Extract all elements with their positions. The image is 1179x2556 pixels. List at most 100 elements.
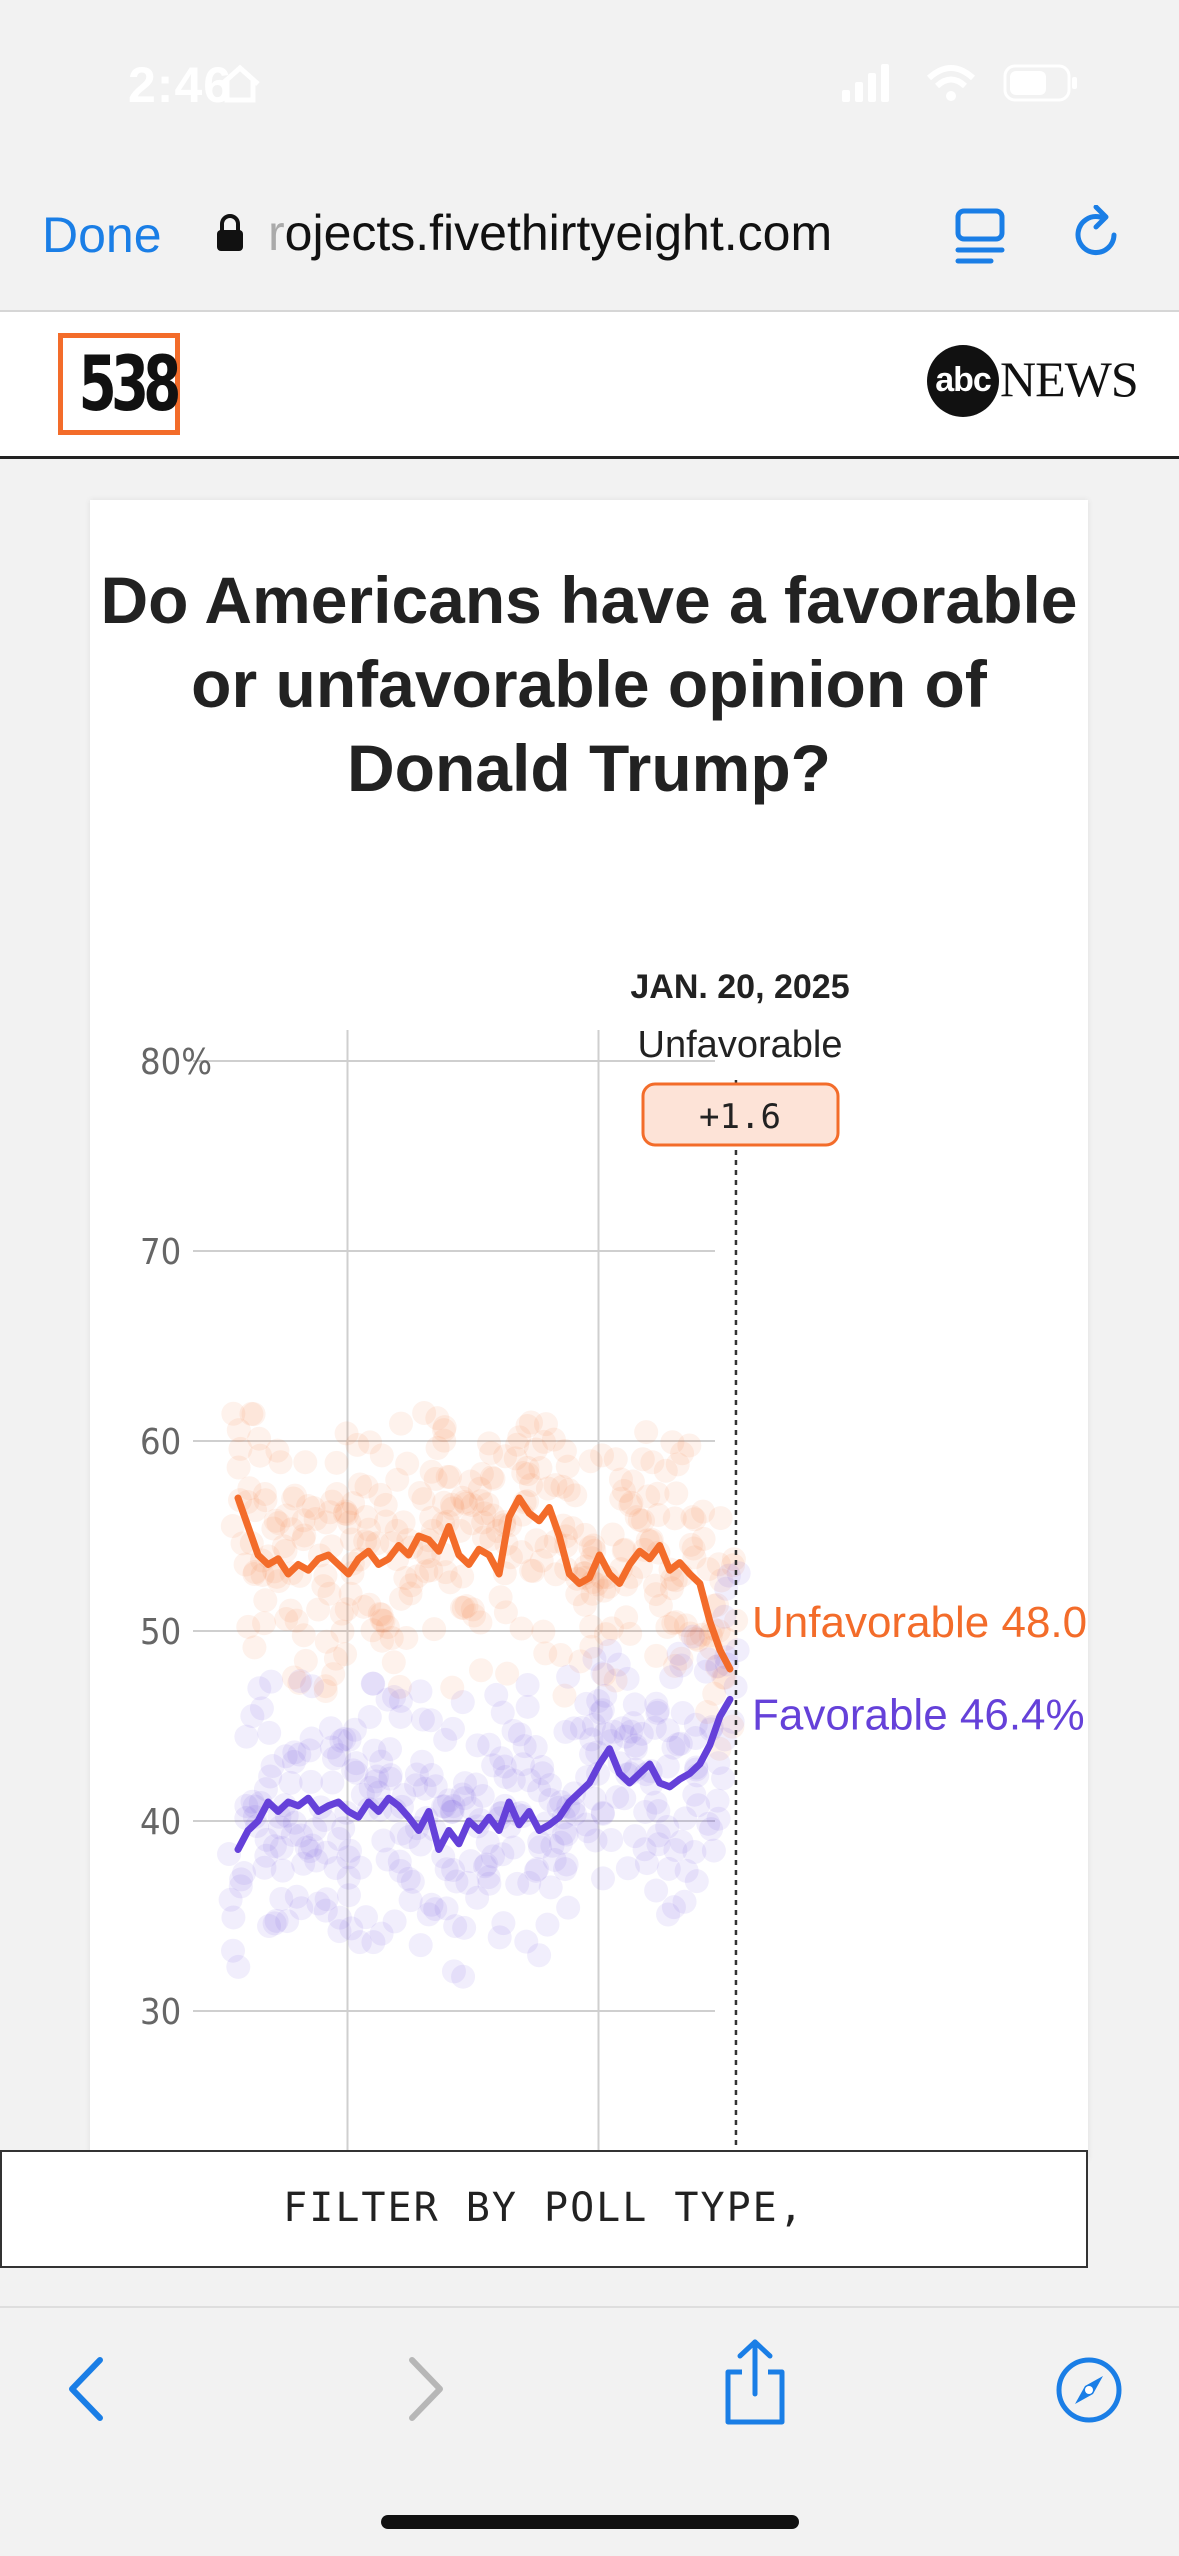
poll-dot: [619, 1719, 644, 1744]
reload-icon[interactable]: [1070, 205, 1126, 265]
poll-dot: [454, 1594, 479, 1619]
poll-dot: [221, 1905, 246, 1930]
share-icon[interactable]: [722, 2338, 788, 2426]
poll-dot: [624, 1505, 649, 1530]
poll-dot: [550, 1474, 575, 1499]
poll-dot: [467, 1476, 492, 1501]
poll-dot: [299, 1726, 324, 1751]
poll-dot: [552, 1438, 577, 1463]
logo-text: 538: [78, 339, 182, 428]
poll-dot: [275, 1909, 300, 1934]
poll-dot: [375, 1847, 400, 1872]
poll-dot: [368, 1482, 393, 1507]
poll-dot: [518, 1410, 543, 1435]
poll-dot: [540, 1833, 565, 1858]
poll-dot: [412, 1776, 437, 1801]
poll-dot: [431, 1794, 456, 1819]
poll-dot: [490, 1700, 515, 1725]
poll-dot: [369, 1921, 394, 1946]
poll-dot: [468, 1610, 493, 1635]
poll-dot: [543, 1473, 568, 1498]
poll-dot: [434, 1896, 459, 1921]
poll-dot: [318, 1500, 343, 1525]
poll-dot: [313, 1563, 338, 1588]
poll-dot: [661, 1611, 686, 1636]
poll-dot: [450, 1782, 475, 1807]
poll-dot: [632, 1837, 657, 1862]
poll-dot: [454, 1491, 479, 1516]
poll-dot: [236, 1614, 261, 1639]
poll-dot: [266, 1511, 291, 1536]
url-faded-char: r: [268, 205, 285, 261]
poll-dots-unfavorable: [220, 1400, 749, 1761]
poll-dot: [271, 1534, 296, 1559]
compass-icon[interactable]: [1055, 2356, 1123, 2424]
poll-dot: [672, 1889, 697, 1914]
poll-dot: [263, 1508, 288, 1533]
poll-dot: [679, 1532, 704, 1557]
poll-dot: [648, 1593, 673, 1618]
poll-dot: [331, 1816, 356, 1841]
poll-dot: [257, 1720, 282, 1745]
url-text[interactable]: rojects.fivethirtyeight.com: [268, 204, 832, 262]
y-tick-label: 80%: [140, 1042, 212, 1083]
done-button[interactable]: Done: [42, 207, 162, 263]
poll-dot: [599, 1827, 624, 1852]
poll-dot: [438, 1570, 463, 1595]
poll-dot: [642, 1715, 667, 1740]
poll-dot: [630, 1447, 655, 1472]
back-icon[interactable]: [66, 2356, 106, 2422]
wifi-icon: [926, 65, 976, 101]
poll-dot: [512, 1734, 537, 1759]
poll-dot: [666, 1641, 691, 1666]
poll-dot: [598, 1638, 623, 1663]
poll-dot: [254, 1827, 279, 1852]
poll-dot: [579, 1614, 604, 1639]
forward-icon[interactable]: [406, 2356, 446, 2422]
poll-dot: [335, 1502, 360, 1527]
poll-dot: [725, 1638, 750, 1663]
filter-bar[interactable]: FILTER BY POLL TYPE,: [0, 2150, 1088, 2268]
poll-dot: [503, 1446, 528, 1471]
poll-dot: [419, 1459, 444, 1484]
poll-dot: [465, 1733, 490, 1758]
poll-dot: [683, 1726, 708, 1751]
poll-dot: [444, 1869, 469, 1894]
poll-dot: [327, 1743, 352, 1768]
poll-dot: [682, 1840, 707, 1865]
poll-dot: [515, 1672, 540, 1697]
poll-dot: [358, 1430, 383, 1455]
y-tick-label: 70: [140, 1232, 181, 1273]
poll-dot: [474, 1852, 499, 1877]
poll-dot: [320, 1770, 345, 1795]
poll-dot: [677, 1433, 702, 1458]
poll-dot: [554, 1852, 579, 1877]
poll-dot: [720, 1709, 745, 1734]
poll-dot: [655, 1814, 680, 1839]
poll-dot: [611, 1538, 636, 1563]
poll-dot: [324, 1450, 349, 1475]
poll-dot: [240, 1704, 265, 1729]
poll-dot: [334, 1421, 359, 1446]
poll-dot: [593, 1622, 618, 1647]
poll-dot: [425, 1435, 450, 1460]
poll-dot: [232, 1861, 257, 1886]
poll-dot: [683, 1712, 708, 1737]
poll-dot: [535, 1476, 560, 1501]
poll-dot: [270, 1858, 295, 1883]
reader-mode-icon[interactable]: [955, 208, 1007, 264]
poll-dot: [327, 1827, 352, 1852]
poll-dot: [556, 1895, 581, 1920]
poll-dot: [291, 1851, 316, 1876]
poll-dot: [287, 1670, 312, 1695]
538-logo[interactable]: 538: [58, 333, 182, 435]
poll-dot: [706, 1552, 731, 1577]
poll-dot: [517, 1768, 542, 1793]
poll-dot: [592, 1662, 617, 1687]
poll-dot: [296, 1494, 321, 1519]
abc-logo-mark[interactable]: abc: [927, 345, 999, 417]
poll-dot: [580, 1581, 605, 1606]
poll-dot: [439, 1492, 464, 1517]
poll-dot: [433, 1727, 458, 1752]
poll-dot: [351, 1594, 376, 1619]
